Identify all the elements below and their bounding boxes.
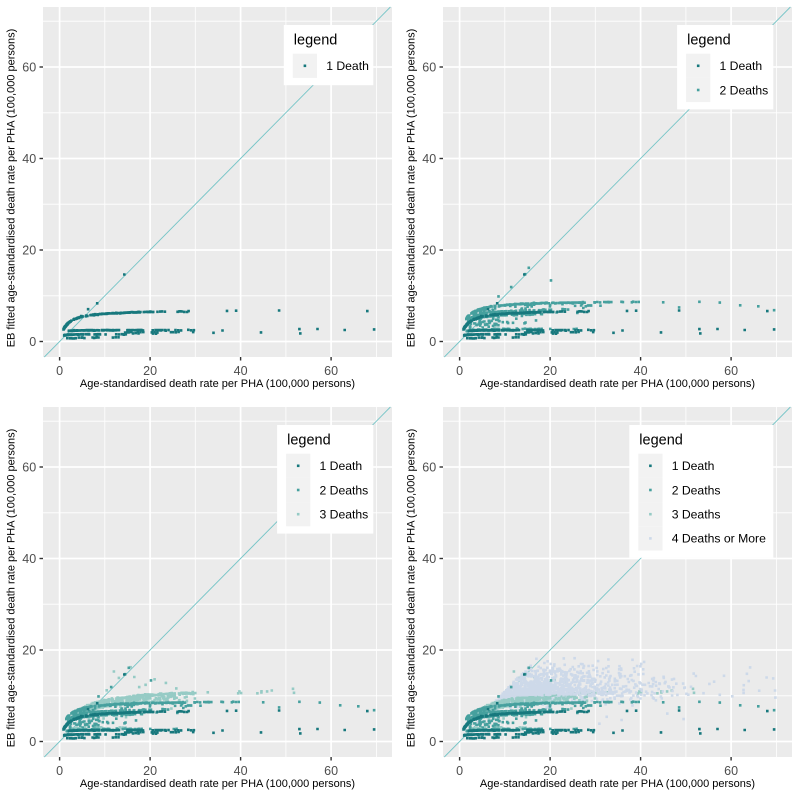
svg-text:2 Deaths: 2 Deaths [672, 483, 721, 497]
svg-text:1 Death: 1 Death [320, 459, 363, 473]
svg-text:4 Deaths or More: 4 Deaths or More [672, 532, 766, 546]
svg-text:2 Deaths: 2 Deaths [320, 483, 369, 497]
svg-text:legend: legend [639, 432, 683, 448]
svg-text:1 Death: 1 Death [720, 59, 763, 73]
svg-text:legend: legend [287, 432, 331, 448]
svg-text:1 Death: 1 Death [326, 59, 369, 73]
svg-text:legend: legend [687, 32, 731, 48]
svg-text:legend: legend [294, 32, 338, 48]
svg-text:1 Death: 1 Death [672, 459, 715, 473]
svg-text:3 Deaths: 3 Deaths [320, 508, 369, 522]
svg-text:2 Deaths: 2 Deaths [720, 83, 769, 97]
svg-text:3 Deaths: 3 Deaths [672, 508, 721, 522]
